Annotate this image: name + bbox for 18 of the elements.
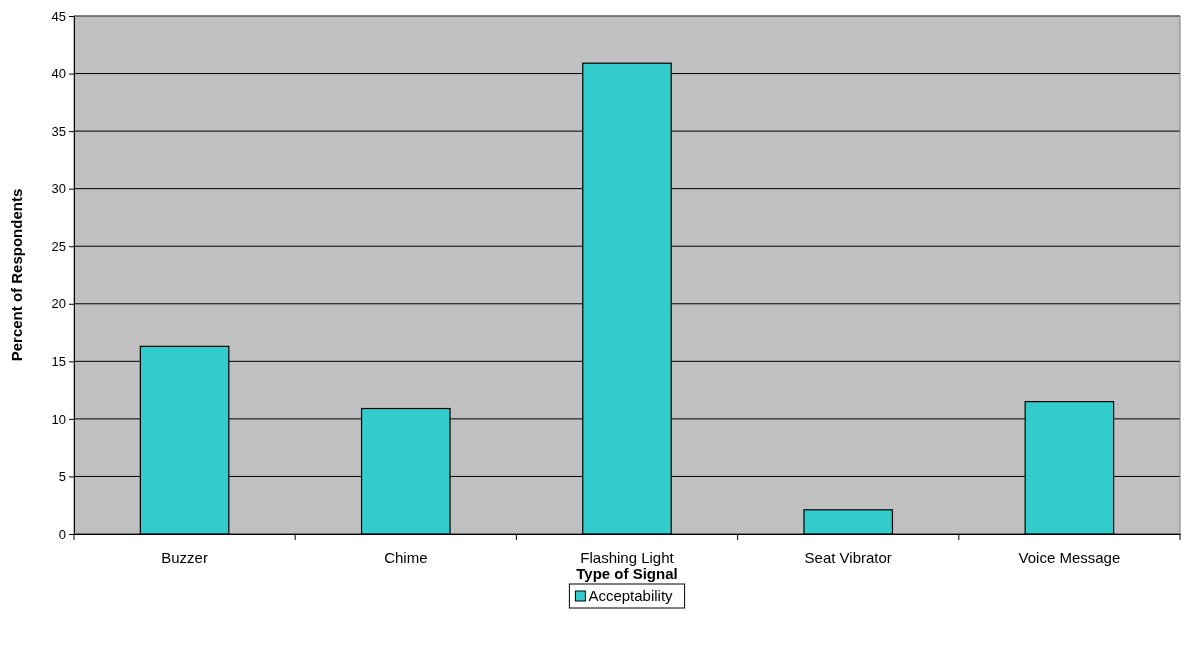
y-tick-label: 15: [51, 353, 66, 369]
y-tick-label: 45: [51, 8, 66, 24]
y-tick-label: 35: [51, 123, 66, 139]
y-tick-label: 40: [51, 66, 66, 82]
x-tick-label: Voice Message: [1018, 548, 1121, 566]
y-tick-label: 25: [51, 238, 66, 254]
legend-label: Acceptability: [588, 587, 674, 604]
x-tick-label: Seat Vibrator: [804, 548, 892, 566]
x-axis-title: Type of Signal: [576, 565, 678, 582]
y-tick-label: 20: [51, 296, 66, 312]
y-tick-label: 10: [51, 411, 66, 427]
y-tick-label: 5: [58, 469, 66, 485]
y-tick-label: 0: [58, 526, 66, 542]
x-tick-label: Buzzer: [161, 548, 208, 566]
x-tick-label: Flashing Light: [580, 548, 675, 566]
y-tick-label: 30: [51, 181, 66, 197]
y-axis-title: Percent of Respondents: [8, 188, 25, 362]
x-tick-label: Chime: [384, 548, 428, 566]
